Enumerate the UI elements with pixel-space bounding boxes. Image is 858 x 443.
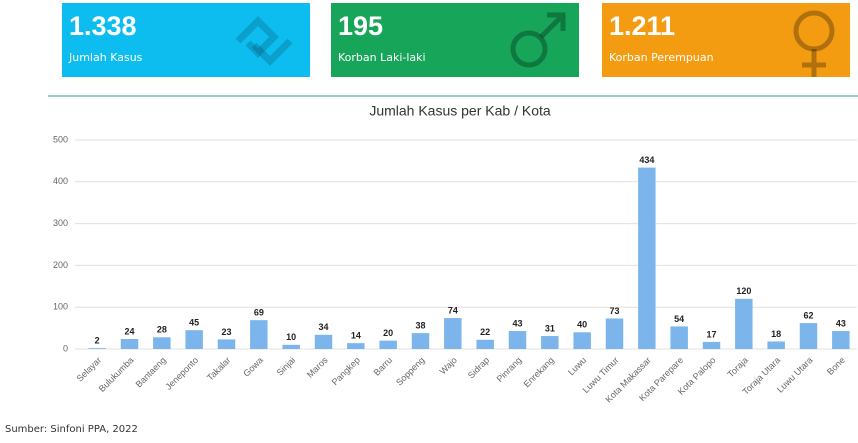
- bar: [217, 339, 236, 349]
- data-label: 34: [318, 322, 328, 332]
- data-label: 20: [383, 328, 393, 338]
- y-tick-label: 100: [53, 302, 68, 312]
- bar: [88, 348, 106, 349]
- x-tick-label: Sinjai: [275, 355, 298, 378]
- y-tick-label: 0: [63, 343, 68, 353]
- card-value: 195: [338, 11, 384, 41]
- bar: [605, 318, 624, 349]
- card-value: 1.211: [609, 11, 676, 41]
- bar: [735, 298, 753, 349]
- bar: [573, 332, 591, 349]
- data-label: 10: [286, 332, 296, 342]
- x-tick-label: Maros: [305, 355, 330, 380]
- bar: [508, 331, 527, 349]
- data-label: 28: [157, 325, 167, 335]
- bar: [670, 326, 688, 349]
- data-label: 54: [674, 314, 684, 324]
- data-label: 434: [639, 155, 654, 165]
- data-label: 17: [706, 329, 716, 339]
- y-tick-label: 300: [53, 218, 68, 228]
- x-tick-label: Enrekang: [522, 355, 556, 389]
- data-label: 14: [351, 331, 361, 341]
- bar: [250, 320, 268, 349]
- bar: [702, 341, 721, 349]
- data-label: 31: [545, 323, 555, 333]
- bar: [379, 340, 397, 349]
- card-icon: [235, 16, 293, 66]
- card-value: 1.338: [69, 11, 137, 41]
- x-tick-label: Jeneponto: [163, 355, 200, 392]
- bar: [638, 167, 656, 349]
- card: 1.211 Korban Perempuan: [602, 3, 850, 77]
- x-tick-label: Bone: [825, 355, 847, 377]
- data-label: 62: [803, 310, 813, 320]
- y-tick-label: 400: [53, 176, 68, 186]
- x-tick-label: Soppeng: [394, 355, 427, 388]
- card-label: Jumlah Kasus: [69, 51, 143, 64]
- x-tick-label: Barru: [372, 355, 395, 378]
- data-label: 73: [609, 306, 619, 316]
- data-label: 43: [512, 318, 522, 328]
- data-label: 43: [836, 318, 846, 328]
- x-tick-label: Selayar: [75, 355, 104, 384]
- data-label: 24: [124, 326, 134, 336]
- data-label: 45: [189, 318, 199, 328]
- x-tick-label: Gowa: [241, 355, 265, 379]
- data-label: 23: [221, 327, 231, 337]
- bar: [444, 318, 462, 349]
- source-note: Sumber: Sinfoni PPA, 2022: [5, 424, 138, 435]
- bar: [411, 333, 430, 349]
- bar: [153, 337, 171, 349]
- data-label: 38: [415, 320, 425, 330]
- bar: [476, 339, 494, 349]
- data-label: 69: [254, 308, 264, 318]
- card-label: Korban Laki-laki: [338, 51, 426, 64]
- data-label: 120: [736, 286, 751, 296]
- card: 195 Korban Laki-laki: [331, 3, 579, 77]
- bar: [185, 330, 203, 349]
- card-icon: [793, 10, 835, 77]
- bar: [767, 341, 785, 349]
- x-tick-label: Luwu: [566, 355, 588, 377]
- chart-title: Jumlah Kasus per Kab / Kota: [369, 103, 551, 119]
- bar: [120, 338, 139, 349]
- data-label: 18: [771, 329, 781, 339]
- x-tick-label: Bulukumba: [97, 355, 136, 394]
- bar: [832, 331, 850, 349]
- y-tick-label: 500: [53, 134, 68, 144]
- card: 1.338 Jumlah Kasus: [62, 3, 310, 77]
- data-label: 2: [95, 336, 100, 346]
- x-tick-label: Sidrap: [466, 355, 491, 380]
- y-tick-label: 200: [53, 260, 68, 270]
- x-tick-label: Takalar: [205, 355, 233, 383]
- x-tick-label: Pinrang: [495, 355, 524, 384]
- x-tick-label: Wajo: [438, 355, 459, 376]
- chart: Jumlah Kasus per Kab / Kota 0 100 200 300 40…: [48, 95, 858, 405]
- data-label: 74: [448, 305, 458, 315]
- x-tick-label: Pangkep: [330, 355, 362, 387]
- x-tick-label: Toraja: [726, 355, 750, 379]
- data-label: 40: [577, 320, 587, 330]
- bar: [541, 336, 559, 349]
- bar: [314, 334, 333, 349]
- bar: [282, 344, 300, 349]
- bar: [799, 323, 818, 349]
- card-label: Korban Perempuan: [609, 51, 714, 64]
- data-label: 22: [480, 327, 490, 337]
- card-icon: [510, 12, 566, 68]
- bar: [347, 343, 365, 349]
